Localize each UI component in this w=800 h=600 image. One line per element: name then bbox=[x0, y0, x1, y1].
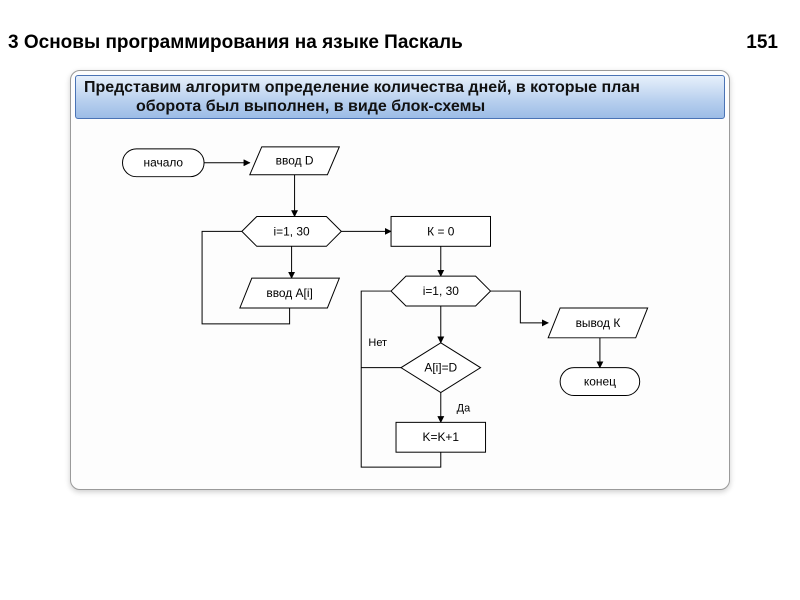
node-loop1-label: i=1, 30 bbox=[274, 225, 310, 239]
slide-header: Представим алгоритм определение количест… bbox=[75, 75, 725, 119]
slide-card: Представим алгоритм определение количест… bbox=[70, 70, 730, 490]
node-decision-label: A[i]=D bbox=[424, 361, 457, 375]
node-kzero-label: К = 0 bbox=[427, 225, 455, 239]
node-inputD-label: ввод D bbox=[276, 154, 314, 168]
page-number: 151 bbox=[746, 32, 778, 54]
node-kinc-label: K=K+1 bbox=[423, 431, 460, 445]
chapter-title: 3 Основы программирования на языке Паска… bbox=[8, 32, 463, 54]
slide-header-line1: Представим алгоритм определение количест… bbox=[84, 79, 640, 96]
node-outputK-label: вывод К bbox=[576, 316, 621, 330]
node-start-label: начало bbox=[144, 156, 184, 170]
node-loop2-label: i=1, 30 bbox=[423, 284, 459, 298]
flowchart-canvas: начало ввод D i=1, 30 ввод A[i] К = 0 bbox=[71, 119, 729, 487]
label-no: Нет bbox=[368, 337, 387, 349]
edges bbox=[202, 163, 600, 467]
slide-header-line2: оборота был выполнен, в виде блок-схемы bbox=[84, 97, 716, 116]
label-yes: Да bbox=[457, 403, 471, 415]
node-inputAi-label: ввод A[i] bbox=[266, 286, 312, 300]
flowchart-svg: начало ввод D i=1, 30 ввод A[i] К = 0 bbox=[71, 119, 729, 487]
page-header: 3 Основы программирования на языке Паска… bbox=[0, 32, 800, 54]
node-end-label: конец bbox=[584, 375, 616, 389]
nodes: начало ввод D i=1, 30 ввод A[i] К = 0 bbox=[123, 147, 648, 452]
